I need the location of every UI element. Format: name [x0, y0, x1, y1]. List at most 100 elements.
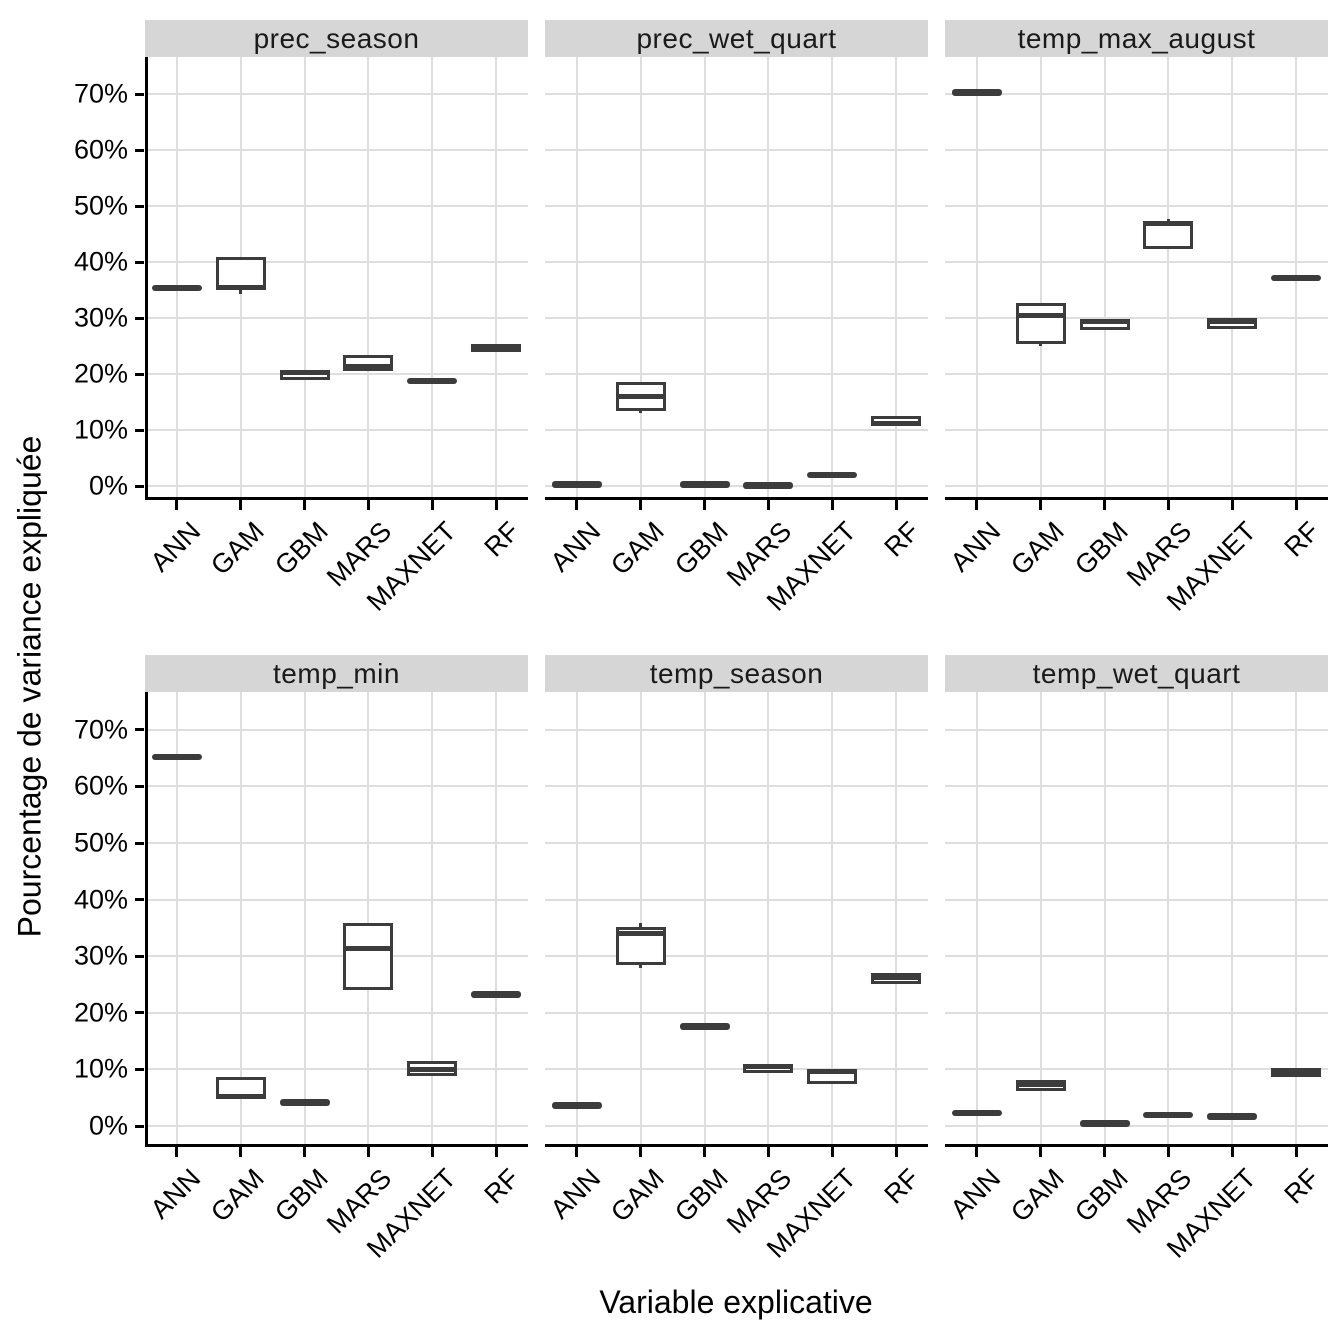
x-axis-line: [545, 1144, 928, 1147]
v-gridline-MARS: [367, 57, 370, 500]
x-tick-mark: [175, 500, 179, 510]
x-tick-mark: [1166, 500, 1170, 510]
boxplot-prec_wet_quart-ANN: [551, 481, 602, 488]
facet-panel-prec_season: [145, 57, 528, 500]
h-gridline-60: [545, 785, 928, 788]
v-gridline-GBM: [1103, 692, 1106, 1147]
facet-strip-temp_max_august: temp_max_august: [945, 20, 1328, 57]
h-gridline-70: [145, 93, 528, 95]
h-gridline-70: [545, 728, 928, 731]
v-gridline-RF: [495, 692, 498, 1147]
x-tick-mark: [1039, 1147, 1043, 1157]
x-axis-line: [545, 497, 928, 500]
h-gridline-0: [145, 485, 528, 487]
h-gridline-70: [145, 728, 528, 731]
x-tick-mark: [366, 500, 370, 510]
facet-strip-label: temp_wet_quart: [1032, 657, 1241, 689]
boxplot-temp_wet_quart-MARS: [1143, 1111, 1194, 1119]
y-tick-mark: [135, 372, 144, 376]
whisker-upper-temp_max_august-MARS: [1166, 218, 1170, 222]
median-temp_max_august-MAXNET: [1207, 318, 1258, 324]
v-gridline-ANN: [975, 57, 978, 500]
h-gridline-0: [945, 485, 1328, 487]
v-gridline-RF: [895, 57, 898, 500]
whisker-lower-prec_season-GAM: [239, 290, 243, 294]
median-temp_season-RF: [871, 974, 922, 980]
x-tick-label-ANN: ANN: [544, 1163, 607, 1225]
median-prec_season-GBM: [279, 369, 330, 375]
facet-temp_max_august: temp_max_august: [945, 20, 1328, 500]
x-tick-label-GAM: GAM: [205, 1163, 270, 1228]
boxplot-temp_wet_quart-GBM: [1079, 1120, 1130, 1127]
x-tick-mark: [494, 1147, 498, 1157]
v-gridline-RF: [895, 692, 898, 1147]
v-gridline-MAXNET: [831, 57, 834, 500]
h-gridline-40: [145, 898, 528, 901]
median-temp_min-MAXNET: [407, 1067, 458, 1073]
x-tick-mark: [430, 1147, 434, 1157]
x-tick-mark: [303, 500, 307, 510]
median-prec_wet_quart-RF: [871, 420, 922, 426]
boxplot-prec_wet_quart-MAXNET: [807, 471, 858, 479]
x-tick-mark: [1230, 500, 1234, 510]
y-tick-label-0: 0%: [88, 1110, 128, 1141]
v-gridline-GBM: [1103, 57, 1106, 500]
facet-temp_season: temp_season: [545, 655, 928, 1147]
boxplot-temp_min-ANN: [151, 753, 202, 761]
x-tick-label-RF: RF: [1278, 1163, 1326, 1210]
x-tick-mark: [703, 500, 707, 510]
y-tick-mark: [135, 1011, 144, 1015]
x-tick-mark: [1103, 1147, 1107, 1157]
y-tick-label-30: 30%: [73, 940, 128, 971]
boxplot-prec_wet_quart-GBM: [679, 481, 730, 488]
v-gridline-GAM: [1039, 692, 1042, 1147]
v-gridline-MARS: [1167, 57, 1170, 500]
h-gridline-0: [145, 1125, 528, 1127]
h-gridline-20: [945, 1011, 1328, 1014]
facet-panel-prec_wet_quart: [545, 57, 928, 500]
x-tick-mark: [894, 500, 898, 510]
median-prec_wet_quart-GAM: [615, 393, 666, 399]
h-gridline-0: [545, 485, 928, 487]
x-tick-mark: [766, 500, 770, 510]
h-gridline-30: [145, 317, 528, 319]
x-tick-label-RF: RF: [1278, 516, 1326, 563]
h-gridline-40: [945, 261, 1328, 263]
v-gridline-MAXNET: [1231, 692, 1234, 1147]
h-gridline-20: [945, 373, 1328, 375]
v-gridline-ANN: [175, 692, 178, 1147]
boxplot-temp_wet_quart-ANN: [951, 1109, 1002, 1117]
v-gridline-MAXNET: [1231, 57, 1234, 500]
whisker-lower-prec_wet_quart-GAM: [639, 410, 643, 413]
h-gridline-10: [145, 1068, 528, 1071]
facet-strip-label: prec_wet_quart: [636, 22, 837, 54]
v-gridline-GAM: [639, 57, 642, 500]
v-gridline-MARS: [367, 692, 370, 1147]
median-temp_max_august-GBM: [1079, 319, 1130, 325]
x-tick-label-GAM: GAM: [1005, 1163, 1070, 1228]
h-gridline-40: [545, 898, 928, 901]
y-tick-label-70: 70%: [73, 78, 128, 109]
boxplot-temp_max_august-ANN: [951, 89, 1002, 96]
h-gridline-0: [945, 1125, 1328, 1127]
x-tick-label-RF: RF: [878, 1163, 926, 1210]
median-temp_season-MAXNET: [807, 1068, 858, 1074]
x-axis-line: [945, 1144, 1328, 1147]
boxplot-temp_wet_quart-MAXNET: [1207, 1113, 1258, 1120]
median-temp_wet_quart-RF: [1271, 1070, 1322, 1076]
h-gridline-70: [945, 93, 1328, 95]
h-gridline-50: [545, 842, 928, 844]
v-gridline-GBM: [303, 57, 306, 500]
y-tick-label-60: 60%: [73, 770, 128, 801]
h-gridline-0: [545, 1125, 928, 1127]
boxplot-prec_wet_quart-MARS: [743, 482, 794, 489]
y-tick-mark: [135, 841, 144, 845]
x-tick-mark: [494, 500, 498, 510]
x-tick-mark: [239, 500, 243, 510]
v-gridline-MARS: [1167, 692, 1170, 1147]
y-tick-label-0: 0%: [88, 470, 128, 501]
boxplot-temp_min-MARS: [343, 923, 394, 991]
v-gridline-GAM: [239, 692, 242, 1147]
boxplot-temp_season-ANN: [551, 1102, 602, 1109]
